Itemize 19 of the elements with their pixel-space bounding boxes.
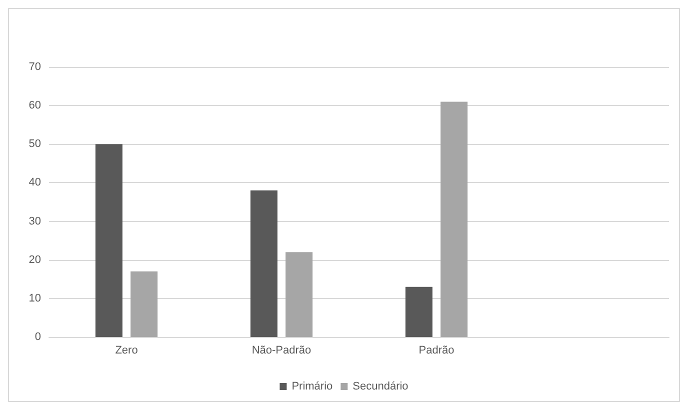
y-tick-label: 20 — [28, 254, 41, 266]
y-tick-label: 30 — [28, 215, 41, 228]
bar — [95, 144, 122, 337]
x-tick-label: Não-Padrão — [252, 344, 312, 356]
bar — [405, 286, 432, 337]
legend-label: Secundário — [352, 380, 408, 392]
x-tick-label: Padrão — [418, 344, 454, 356]
y-tick-label: 10 — [28, 292, 41, 304]
y-tick-label: 50 — [28, 138, 41, 150]
bar — [250, 190, 278, 337]
bar — [440, 102, 468, 337]
legend-label: Primário — [292, 380, 333, 392]
y-tick-label: 70 — [28, 61, 41, 73]
y-tick-label: 40 — [28, 176, 41, 189]
x-tick-label: Zero — [115, 344, 138, 356]
bar — [130, 271, 158, 337]
y-tick-label: 0 — [34, 331, 41, 343]
bar — [286, 252, 313, 337]
y-tick-label: 60 — [28, 100, 41, 112]
